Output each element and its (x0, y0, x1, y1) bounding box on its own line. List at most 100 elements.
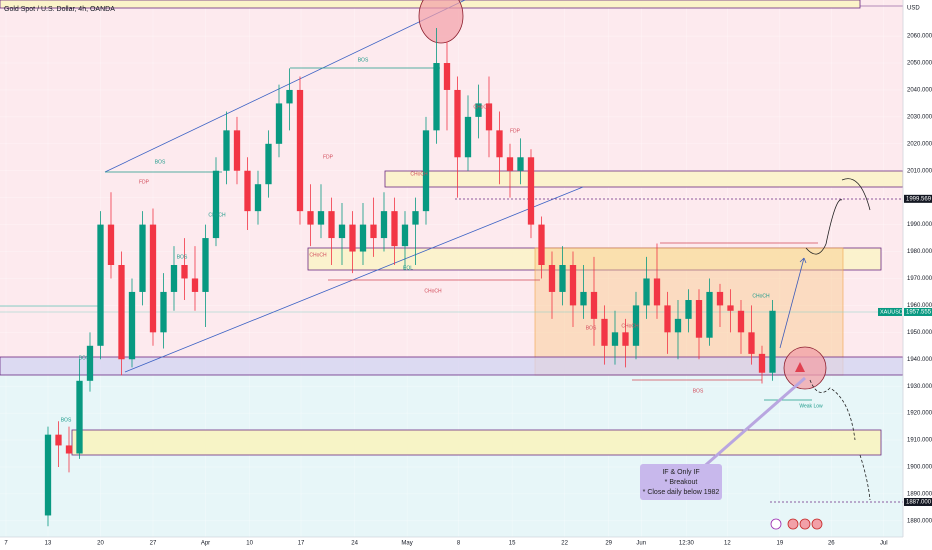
time-axis (0, 537, 903, 550)
candle-body (97, 224, 104, 346)
candle-body (296, 89, 304, 212)
annotation: BOS (358, 57, 369, 63)
trend-line (124, 186, 584, 373)
price-tag-label: 1999.569 (906, 196, 932, 202)
trend-line (104, 0, 466, 173)
price-tag-label: 1957.555 (906, 310, 932, 316)
annotation: EQL (403, 265, 413, 271)
candle-body (412, 211, 419, 225)
highlight-circle (783, 346, 827, 390)
x-tick-label: Jun (636, 541, 646, 547)
symbol-tag (878, 307, 902, 316)
price-tag (904, 307, 932, 316)
y-tick-label: 1980.000 (907, 249, 932, 255)
y-tick-label: 1960.000 (907, 303, 932, 309)
y-tick-label: 1940.000 (907, 357, 932, 363)
candle-body (506, 157, 514, 171)
y-tick-label: 2020.000 (907, 141, 932, 147)
candle-body (485, 103, 493, 131)
candle-body (86, 345, 94, 381)
x-tick-label: 26 (828, 541, 835, 547)
candle-body (559, 264, 566, 292)
candle-body (475, 103, 482, 117)
candle-body (128, 291, 136, 360)
x-tick-label: Apr (201, 541, 210, 547)
candle-body (391, 211, 398, 247)
arrow-head (799, 257, 807, 264)
candle-body (76, 380, 83, 454)
candle-body (160, 291, 167, 333)
x-tick-label: Jul (880, 541, 888, 547)
y-tick-label: 2040.000 (907, 88, 932, 94)
highlight-circle (418, 0, 464, 44)
axis-labels: 1880.000 1890.000 1900.000 1910.000 1920.000… (4, 34, 932, 547)
candle-body (727, 305, 734, 311)
x-tick-label: 24 (351, 541, 358, 547)
candle-body (758, 353, 766, 373)
annotation: BOS (693, 388, 704, 394)
candle-body (590, 291, 598, 319)
candle-body (401, 224, 409, 247)
projection-path (805, 178, 871, 255)
x-tick-label: 29 (605, 541, 612, 547)
candle-body (664, 305, 671, 333)
candle-body (349, 224, 356, 252)
candle-body (181, 264, 188, 279)
icon (787, 518, 799, 530)
demand-zone (0, 356, 904, 376)
annotation: FDP (323, 154, 334, 160)
annotation: CHoCH (752, 293, 770, 299)
icon (770, 518, 782, 530)
projection-path (809, 379, 871, 501)
annotation: CHoCH (208, 212, 226, 218)
y-tick-label: 2030.000 (907, 114, 932, 120)
candle-body (706, 291, 713, 338)
candle-body (118, 264, 125, 360)
candle-body (496, 130, 503, 158)
y-tick-label: 1970.000 (907, 276, 932, 282)
x-tick-label: 10 (246, 541, 253, 547)
candle-body (370, 224, 377, 239)
x-tick-label: 15 (509, 541, 516, 547)
candle-body (580, 291, 587, 306)
y-tick-label: 1920.000 (907, 411, 932, 417)
candle-body (233, 130, 241, 171)
price-axis (903, 0, 932, 550)
y-tick-label: 2060.000 (907, 34, 932, 40)
candle-body (254, 184, 262, 212)
x-tick-label: 7 (4, 541, 8, 547)
candle-body (65, 445, 73, 454)
annotation: BOS (177, 254, 188, 260)
candle-body (622, 332, 629, 346)
y-tick-label: 2050.000 (907, 61, 932, 67)
x-tick-label: 8 (457, 541, 461, 547)
candle-body (191, 278, 199, 292)
annotation: CHoCH (621, 323, 639, 329)
currency-label: USD (907, 6, 920, 12)
callout-text: IF & Only IF (662, 469, 699, 476)
price-tag (904, 497, 932, 506)
candle-body (380, 211, 388, 239)
annotation: BOS (586, 325, 597, 331)
annotation: FDP (510, 128, 521, 134)
candle-body (212, 170, 220, 239)
candle-body (55, 434, 62, 446)
candle-body (632, 305, 640, 346)
candle-body (44, 434, 52, 516)
annotation: BOS (79, 355, 90, 361)
y-tick-label: 1900.000 (907, 465, 932, 471)
supply-zone (384, 170, 904, 188)
y-tick-label: 1890.000 (907, 491, 932, 497)
candle-body (769, 310, 776, 373)
y-tick-label: 1950.000 (907, 330, 932, 336)
candle-body (244, 170, 251, 212)
annotation: FDP (139, 179, 150, 185)
candle-body (317, 211, 325, 225)
icon (811, 518, 823, 530)
x-tick-label: 17 (298, 541, 305, 547)
candle-body (527, 157, 535, 225)
candle-body (202, 238, 209, 292)
y-tick-label: 1910.000 (907, 438, 932, 444)
candle-body (464, 116, 472, 158)
